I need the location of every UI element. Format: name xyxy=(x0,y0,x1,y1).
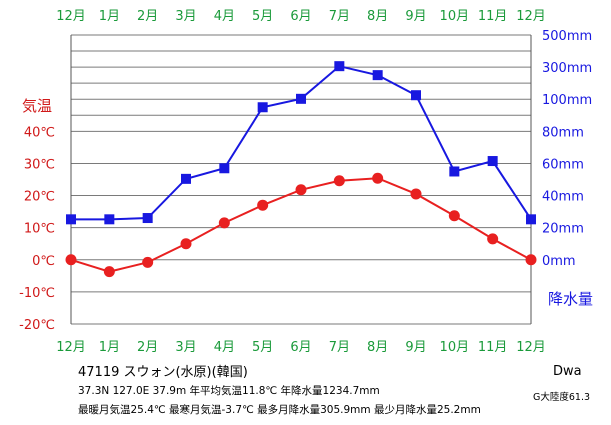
temperature-tick-label: 30℃ xyxy=(24,157,55,172)
temperature-point xyxy=(65,254,77,266)
precipitation-point xyxy=(449,166,460,177)
precipitation-tick-label: 500mm xyxy=(542,29,592,44)
month-label-top: 5月 xyxy=(252,9,273,24)
precipitation-axis-title: 降水量 xyxy=(548,290,593,308)
climate-chart: 12月 12月 1月 1月 2月 2月 3月 3月 4月 4月 5月 5月 6月 6月 7月 7月 8月 8月 9月… xyxy=(19,9,593,355)
month-label-top: 9月 xyxy=(405,9,426,24)
temperature-tick-label: 0℃ xyxy=(32,254,55,269)
month-label-bottom: 6月 xyxy=(290,340,311,355)
precipitation-tick-label: 20mm xyxy=(542,222,584,237)
temperature-point xyxy=(180,238,192,250)
precipitation-tick-label: 300mm xyxy=(542,61,592,76)
precipitation-point xyxy=(104,214,115,225)
month-label-top: 6月 xyxy=(290,9,311,24)
station-name: 47119 スウォン(水原)(韓国) xyxy=(78,365,248,380)
temperature-point xyxy=(218,217,230,229)
temperature-tick-label: 10℃ xyxy=(24,222,55,237)
temperature-axis-title: 気温 xyxy=(22,97,52,115)
month-label-top: 1月 xyxy=(99,9,120,24)
temperature-point xyxy=(448,210,460,222)
temperature-tick-label: 40℃ xyxy=(24,125,55,140)
month-label-bottom: 2月 xyxy=(137,340,158,355)
temperature-point xyxy=(487,233,499,245)
grid-lines xyxy=(71,34,531,325)
precipitation-tick-label: 80mm xyxy=(542,125,584,140)
precipitation-point xyxy=(66,214,76,225)
station-stats-line-1: 37.3N 127.0E 37.9m 年平均気温11.8℃ 年降水量1234.7… xyxy=(78,385,380,397)
precipitation-line xyxy=(71,65,532,221)
temperature-point xyxy=(333,175,345,187)
temperature-tick-label: -10℃ xyxy=(19,286,55,301)
precipitation-tick-label: 100mm xyxy=(542,93,592,108)
precipitation-tick-label: 40mm xyxy=(542,190,584,205)
precipitation-tick-label: 0mm xyxy=(542,254,576,269)
temperature-point xyxy=(372,172,384,184)
month-label-top: 8月 xyxy=(367,9,388,24)
continentality-index: G大陸度61.3 xyxy=(533,392,591,403)
data-series xyxy=(65,61,537,278)
month-label-bottom: 8月 xyxy=(367,340,388,355)
temperature-point xyxy=(257,199,269,211)
precipitation-point xyxy=(526,214,536,225)
month-label-top: 12月 xyxy=(516,9,546,24)
precipitation-point xyxy=(334,61,345,72)
temperature-point xyxy=(142,256,154,268)
month-label-bottom: 10月 xyxy=(440,340,470,355)
precipitation-point xyxy=(142,213,153,224)
month-label-bottom: 9月 xyxy=(405,340,426,355)
precipitation-tick-label: 60mm xyxy=(542,157,584,172)
month-label-top: 2月 xyxy=(137,9,158,24)
temperature-point xyxy=(295,184,307,196)
month-label-top: 7月 xyxy=(329,9,350,24)
month-label-top: 4月 xyxy=(214,9,235,24)
month-label-bottom: 7月 xyxy=(329,340,350,355)
month-label-top: 10月 xyxy=(440,9,470,24)
station-stats-line-2: 最暖月気温25.4℃ 最寒月気温-3.7℃ 最多月降水量305.9mm 最少月降… xyxy=(78,404,481,416)
month-label-bottom: 1月 xyxy=(99,340,120,355)
month-label-bottom: 3月 xyxy=(175,340,196,355)
precipitation-point xyxy=(372,70,383,81)
precipitation-point xyxy=(296,93,306,104)
temperature-tick-label: 20℃ xyxy=(24,190,55,205)
precipitation-point xyxy=(181,173,191,184)
temperature-point xyxy=(410,188,422,200)
month-label-bottom: 11月 xyxy=(478,340,508,355)
precipitation-point xyxy=(257,102,268,113)
month-label-top: 3月 xyxy=(175,9,196,24)
month-label-top: 12月 xyxy=(56,9,86,24)
month-label-bottom: 12月 xyxy=(56,340,86,355)
month-label-bottom: 5月 xyxy=(252,340,273,355)
koppen-climate-code: Dwa xyxy=(553,364,582,379)
month-labels: 12月 12月 1月 1月 2月 2月 3月 3月 4月 4月 5月 5月 6月 6月 7月 7月 8月 8月 9月… xyxy=(56,9,546,355)
month-label-bottom: 12月 xyxy=(516,340,546,355)
precipitation-point xyxy=(219,163,230,174)
temperature-point xyxy=(525,254,537,266)
month-label-top: 11月 xyxy=(478,9,508,24)
precipitation-point xyxy=(487,156,498,167)
y-axis-labels: -20℃ -10℃ 0℃ 10℃ 20℃ 30℃ 40℃ 0mm 20mm 40mm 60mm 80m… xyxy=(19,29,592,333)
month-label-bottom: 4月 xyxy=(214,340,235,355)
precipitation-point xyxy=(411,90,421,101)
temperature-point xyxy=(103,266,115,278)
temperature-tick-label: -20℃ xyxy=(19,318,55,333)
plot-frame xyxy=(70,35,532,324)
